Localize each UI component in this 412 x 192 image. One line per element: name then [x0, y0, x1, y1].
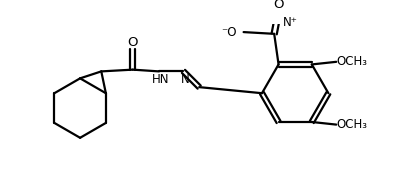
Text: O: O	[273, 0, 284, 11]
Text: OCH₃: OCH₃	[337, 55, 368, 68]
Text: ⁻O: ⁻O	[221, 26, 236, 39]
Text: O: O	[127, 36, 138, 49]
Text: N: N	[181, 73, 190, 86]
Text: HN: HN	[152, 73, 169, 86]
Text: N⁺: N⁺	[283, 16, 298, 29]
Text: OCH₃: OCH₃	[337, 118, 368, 131]
